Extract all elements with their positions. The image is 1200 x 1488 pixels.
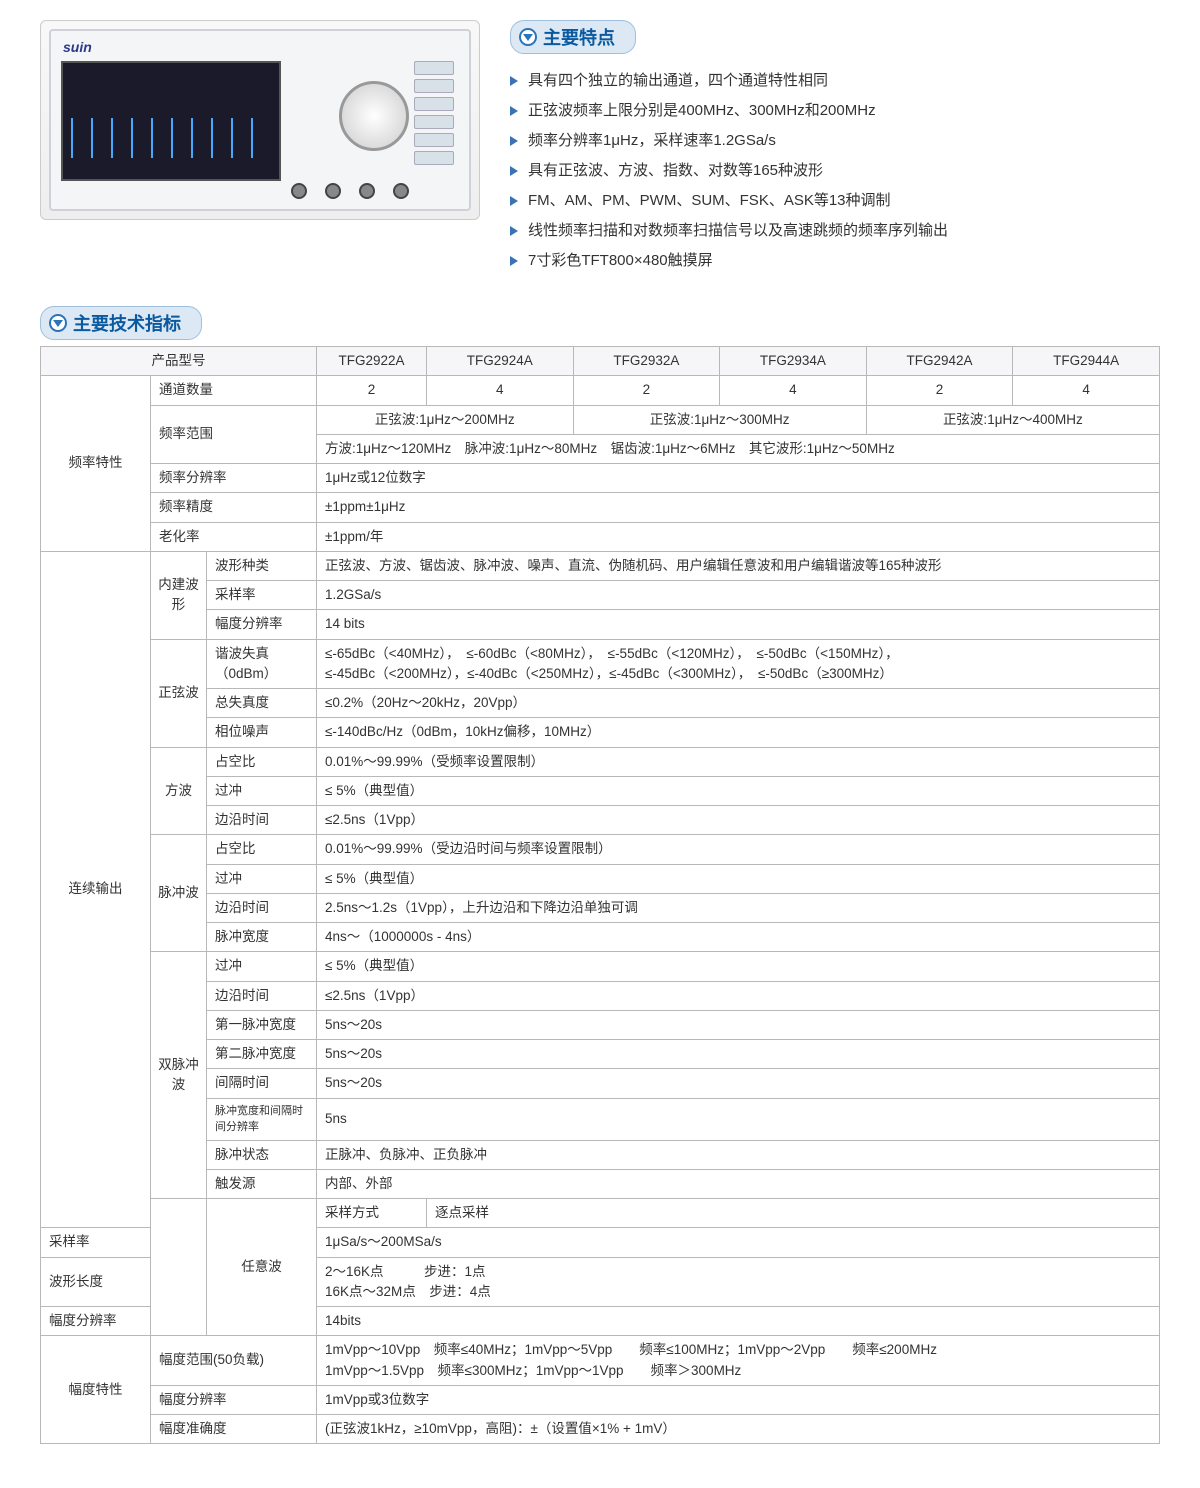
- feature-item: 频率分辨率1μHz，采样速率1.2GSa/s: [510, 126, 1160, 156]
- top-section: suin 主要特点 具有四个独立的输出通道，四个通道特性相同 正弦波频率上限分别…: [40, 20, 1160, 276]
- table-row: 触发源 内部、外部: [41, 1169, 1160, 1198]
- table-row: 幅度分辨率 14 bits: [41, 610, 1160, 639]
- feature-item: 线性频率扫描和对数频率扫描信号以及高速跳频的频率序列输出: [510, 216, 1160, 246]
- param: 老化率: [151, 522, 317, 551]
- table-row: 过冲 ≤ 5%（典型值）: [41, 864, 1160, 893]
- table-row: 脉冲宽度和间隔时间分辨率 5ns: [41, 1098, 1160, 1140]
- table-row: 第一脉冲宽度 5ns～20s: [41, 1010, 1160, 1039]
- param: 幅度分辨率: [151, 1385, 317, 1414]
- model-col: TFG2924A: [427, 347, 574, 376]
- model-col: TFG2934A: [720, 347, 867, 376]
- table-row: 双脉冲波 过冲 ≤ 5%（典型值）: [41, 952, 1160, 981]
- device-image: suin: [40, 20, 480, 220]
- param: 频率分辨率: [151, 464, 317, 493]
- feature-item: 正弦波频率上限分别是400MHz、300MHz和200MHz: [510, 96, 1160, 126]
- table-row: 边沿时间 ≤2.5ns（1Vpp）: [41, 806, 1160, 835]
- model-col: TFG2944A: [1013, 347, 1160, 376]
- model-col: TFG2932A: [573, 347, 720, 376]
- chevron-down-icon: [519, 28, 537, 46]
- table-row: 脉冲宽度 4ns～（1000000s - 4ns）: [41, 923, 1160, 952]
- features-panel: 主要特点 具有四个独立的输出通道，四个通道特性相同 正弦波频率上限分别是400M…: [510, 20, 1160, 276]
- table-row: 总失真度 ≤0.2%（20Hz～20kHz，20Vpp）: [41, 689, 1160, 718]
- table-row: 过冲 ≤ 5%（典型值）: [41, 776, 1160, 805]
- model-col: TFG2942A: [866, 347, 1013, 376]
- table-row: 频率特性 通道数量 2 4 2 4 2 4: [41, 376, 1160, 405]
- table-row: 连续输出 内建波形 波形种类 正弦波、方波、锯齿波、脉冲波、噪声、直流、伪随机码…: [41, 551, 1160, 580]
- feature-item: 7寸彩色TFT800×480触摸屏: [510, 246, 1160, 276]
- table-row: 产品型号 TFG2922A TFG2924A TFG2932A TFG2934A…: [41, 347, 1160, 376]
- table-row: 相位噪声 ≤-140dBc/Hz（0dBm，10kHz偏移，10MHz）: [41, 718, 1160, 747]
- table-row: 频率分辨率 1μHz或12位数字: [41, 464, 1160, 493]
- feature-item: 具有正弦波、方波、指数、对数等165种波形: [510, 156, 1160, 186]
- table-row: 频率精度 ±1ppm±1μHz: [41, 493, 1160, 522]
- spec-header: 主要技术指标: [40, 306, 202, 340]
- table-row: 边沿时间 ≤2.5ns（1Vpp）: [41, 981, 1160, 1010]
- param: 幅度范围(50负载): [151, 1336, 317, 1386]
- table-row: 正弦波 谐波失真（0dBm） ≤-65dBc（<40MHz）， ≤-60dBc（…: [41, 639, 1160, 689]
- group-freq: 频率特性: [41, 376, 151, 552]
- param: 频率精度: [151, 493, 317, 522]
- table-row: 幅度分辨率 1mVpp或3位数字: [41, 1385, 1160, 1414]
- table-row: 间隔时间 5ns～20s: [41, 1069, 1160, 1098]
- table-row: 脉冲状态 正脉冲、负脉冲、正负脉冲: [41, 1140, 1160, 1169]
- group-amp: 幅度特性: [41, 1336, 151, 1444]
- table-row: 边沿时间 2.5ns～1.2s（1Vpp），上升边沿和下降边沿单独可调: [41, 893, 1160, 922]
- table-row: 任意波 采样方式 逐点采样: [41, 1199, 1160, 1228]
- spec-table: 产品型号 TFG2922A TFG2924A TFG2932A TFG2934A…: [40, 346, 1160, 1444]
- param: 频率范围: [151, 405, 317, 464]
- features-title: 主要特点: [543, 24, 615, 50]
- table-row: 老化率 ±1ppm/年: [41, 522, 1160, 551]
- features-header: 主要特点: [510, 20, 636, 54]
- table-row: 脉冲波 占空比 0.01%～99.99%（受边沿时间与频率设置限制）: [41, 835, 1160, 864]
- table-row: 采样率 1.2GSa/s: [41, 581, 1160, 610]
- model-col: TFG2922A: [317, 347, 427, 376]
- table-row: 第二脉冲宽度 5ns～20s: [41, 1040, 1160, 1069]
- table-row: 幅度准确度 (正弦波1kHz，≥10mVpp，高阻)：±（设置值×1% + 1m…: [41, 1415, 1160, 1444]
- feature-item: FM、AM、PM、PWM、SUM、FSK、ASK等13种调制: [510, 186, 1160, 216]
- table-row: 方波 占空比 0.01%～99.99%（受频率设置限制）: [41, 747, 1160, 776]
- group-cont: 连续输出: [41, 551, 151, 1228]
- table-row: 频率范围 正弦波:1μHz～200MHz 正弦波:1μHz～300MHz 正弦波…: [41, 405, 1160, 434]
- spec-title: 主要技术指标: [73, 310, 181, 336]
- model-label: 产品型号: [41, 347, 317, 376]
- chevron-down-icon: [49, 314, 67, 332]
- table-row: 幅度特性 幅度范围(50负载) 1mVpp～10Vpp 频率≤40MHz；1mV…: [41, 1336, 1160, 1386]
- features-list: 具有四个独立的输出通道，四个通道特性相同 正弦波频率上限分别是400MHz、30…: [510, 66, 1160, 276]
- feature-item: 具有四个独立的输出通道，四个通道特性相同: [510, 66, 1160, 96]
- param: 通道数量: [151, 376, 317, 405]
- param: 幅度准确度: [151, 1415, 317, 1444]
